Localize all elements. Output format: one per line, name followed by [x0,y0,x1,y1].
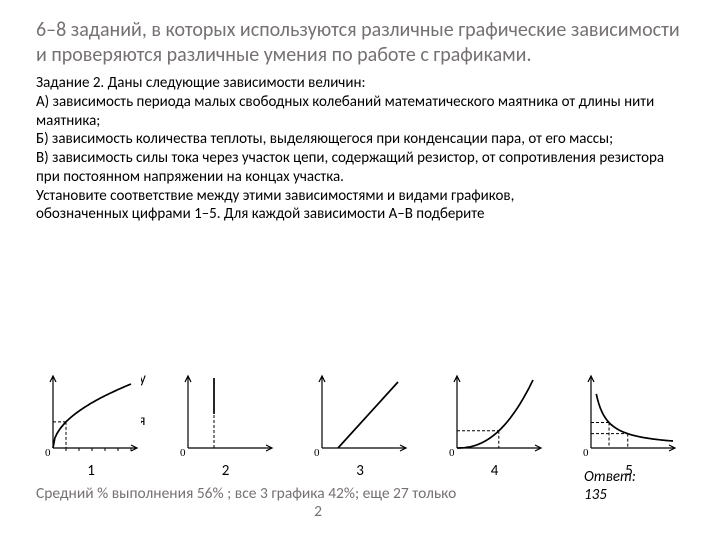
slide-title: 6–8 заданий, в которых используются разл… [36,0,684,74]
answer-label: Ответ: [584,468,636,486]
stats-2: 2 [36,503,600,522]
task-lead: Задание 2. [36,74,104,92]
svg-text:0: 0 [314,447,320,459]
graph-num-3: 3 [305,462,415,480]
line-last: обозначенных цифрами 1–5. Для каждой зав… [36,205,484,223]
graph-num-1: 1 [36,462,146,480]
svg-text:0: 0 [45,447,51,459]
svg-text:0: 0 [583,447,589,459]
task-body: Задание 2. Даны следующие зависимости ве… [36,74,684,224]
graph-5: 05 [574,370,684,480]
svg-text:0: 0 [449,447,455,459]
graph-1: 01 [36,370,146,480]
svg-text:0: 0 [180,447,186,459]
line-match: Установите соответствие между этими зави… [36,187,514,205]
graph-2: 02 [171,370,281,480]
task-intro: Даны следующие зависимости величин: [104,74,365,92]
stats-line: Средний % выполнения 56% ; все 3 графика… [36,485,600,522]
stats-1: Средний % выполнения 56% ; все 3 графика… [36,484,456,503]
line-B: Б) зависимость количества теплоты, выдел… [36,130,613,148]
graphs-row: 0102030405 [36,370,684,480]
graph-3: 03 [305,370,415,480]
graph-num-4: 4 [440,462,550,480]
graph-4: 04 [440,370,550,480]
line-A: А) зависимость периода малых свободных к… [36,93,654,130]
line-C: В) зависимость силы тока через участок ц… [36,149,664,186]
graph-num-2: 2 [171,462,281,480]
